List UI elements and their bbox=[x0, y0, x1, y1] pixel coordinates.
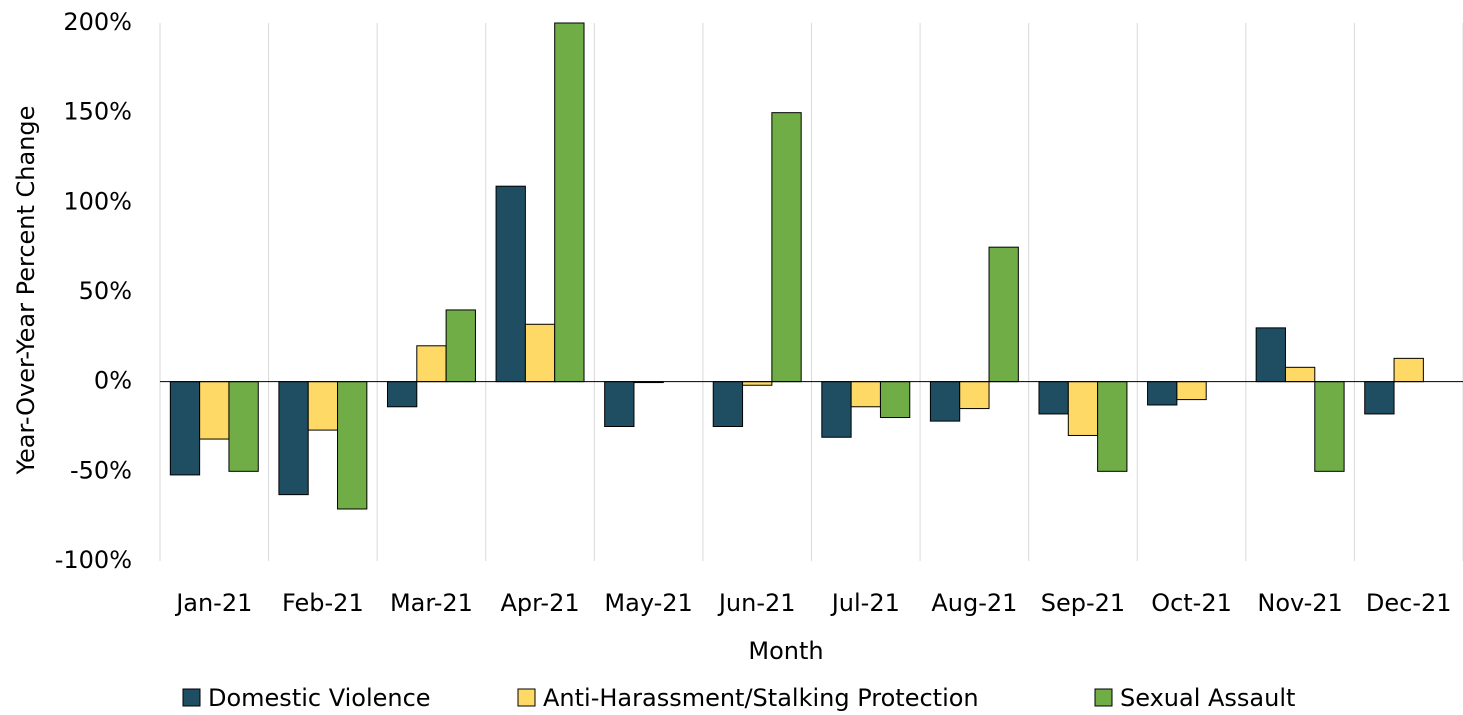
x-tick-label: Nov-21 bbox=[1257, 589, 1342, 617]
bar bbox=[169, 381, 201, 476]
y-tick-label: 50% bbox=[79, 277, 132, 305]
legend-label: Domestic Violence bbox=[208, 684, 431, 712]
legend-swatch bbox=[517, 688, 536, 707]
x-tick-label: Oct-21 bbox=[1151, 589, 1232, 617]
x-tick-label: Jul-21 bbox=[830, 589, 900, 617]
bar bbox=[495, 185, 526, 383]
bar bbox=[228, 381, 259, 472]
bar bbox=[1255, 327, 1286, 383]
bar bbox=[278, 381, 309, 496]
x-tick-label: Mar-21 bbox=[390, 589, 473, 617]
x-tick-label: Dec-21 bbox=[1366, 589, 1452, 617]
x-tick-label: Apr-21 bbox=[500, 589, 579, 617]
y-axis-title: Year-Over-Year Percent Change bbox=[12, 106, 40, 476]
bar bbox=[771, 112, 802, 383]
bar bbox=[1038, 381, 1069, 415]
x-tick-label: Jan-21 bbox=[174, 589, 252, 617]
x-tick-label: Jun-21 bbox=[717, 589, 796, 617]
bar bbox=[850, 381, 881, 408]
bar bbox=[337, 381, 368, 510]
bar bbox=[554, 22, 585, 383]
x-tick-label: Aug-21 bbox=[931, 589, 1017, 617]
bar bbox=[988, 246, 1019, 383]
bar bbox=[524, 323, 556, 383]
y-tick-label: -100% bbox=[55, 546, 132, 574]
y-tick-label: 0% bbox=[94, 367, 132, 395]
bar bbox=[712, 381, 744, 427]
bar bbox=[929, 381, 961, 422]
bar bbox=[199, 381, 230, 440]
bar bbox=[1097, 381, 1128, 472]
y-tick-label: -50% bbox=[70, 456, 132, 484]
legend-swatch bbox=[1094, 688, 1113, 707]
bar bbox=[1067, 381, 1099, 436]
bar bbox=[742, 381, 773, 386]
x-tick-label: Sep-21 bbox=[1041, 589, 1125, 617]
legend-swatch bbox=[182, 688, 201, 707]
bar bbox=[1284, 366, 1316, 383]
bar bbox=[307, 381, 339, 431]
bar bbox=[959, 381, 990, 410]
bar bbox=[604, 381, 635, 427]
bar bbox=[416, 345, 447, 383]
legend-label: Anti-Harassment/Stalking Protection bbox=[543, 684, 979, 712]
y-tick-label: 150% bbox=[63, 98, 132, 126]
bar bbox=[879, 381, 911, 419]
bar bbox=[1176, 381, 1207, 401]
y-tick-label: 200% bbox=[63, 8, 132, 36]
bar bbox=[821, 381, 852, 438]
bar bbox=[445, 309, 476, 383]
bar bbox=[1314, 381, 1345, 472]
bar bbox=[1364, 381, 1395, 415]
y-tick-label: 100% bbox=[63, 187, 132, 215]
x-tick-label: Feb-21 bbox=[282, 589, 364, 617]
bar bbox=[1147, 381, 1178, 406]
x-axis-title: Month bbox=[748, 637, 823, 665]
bar bbox=[1393, 357, 1424, 383]
x-tick-label: May-21 bbox=[604, 589, 692, 617]
legend-label: Sexual Assault bbox=[1120, 684, 1295, 712]
bar bbox=[386, 381, 418, 408]
